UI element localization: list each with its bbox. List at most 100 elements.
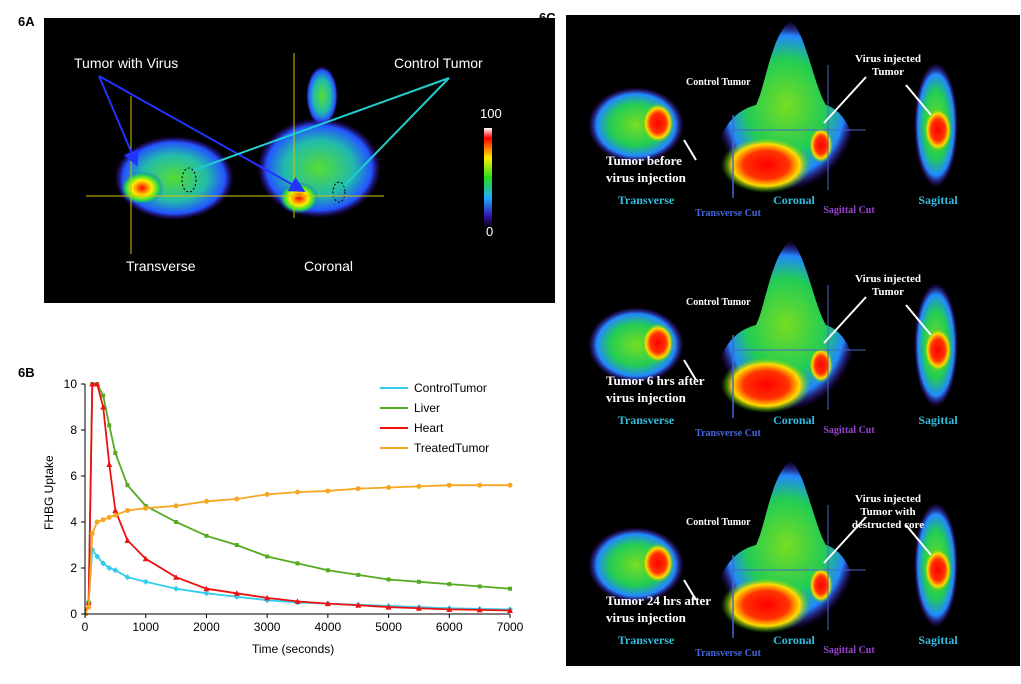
coronal-virus-tumor: [809, 127, 833, 163]
point-Heart: [112, 507, 119, 513]
x-tick-label: 7000: [497, 620, 524, 634]
panel-label-6b: 6B: [18, 365, 35, 380]
x-tick-label: 1000: [132, 620, 159, 634]
label-coronal: Coronal: [304, 258, 354, 274]
virus-label-line3: destructed core: [851, 519, 925, 531]
point-TreatedTumor: [355, 486, 361, 492]
point-Heart: [173, 574, 180, 580]
sagittal-label: Sagittal: [918, 193, 958, 207]
point-Liver: [416, 579, 421, 584]
point-Heart: [142, 555, 149, 562]
point-Heart: [415, 605, 422, 611]
treated-tumor-hotspot: [120, 171, 164, 205]
point-TreatedTumor: [416, 483, 422, 489]
legend-swatch: [380, 447, 408, 449]
y-tick-label: 8: [70, 423, 77, 437]
point-TreatedTumor: [203, 498, 209, 504]
control-tumor-label: Control Tumor: [686, 297, 751, 308]
point-Liver: [447, 582, 452, 587]
transverse-label: Transverse: [617, 633, 675, 647]
point-Liver: [234, 543, 239, 547]
point-Heart: [124, 537, 131, 543]
point-Liver: [125, 483, 130, 488]
x-tick-label: 0: [82, 620, 89, 634]
point-TreatedTumor: [264, 491, 270, 497]
point-TreatedTumor: [507, 482, 513, 488]
chart-6b: 0 2 4 6 8 10 0 1000 2000 3000 4000 5000 6000 7000 FHB…: [40, 370, 530, 670]
pointer-tumor: [683, 359, 697, 381]
y-tick-label: 4: [70, 515, 77, 529]
pointer-virus-sagittal: [905, 84, 932, 116]
pointer-virus-sagittal: [905, 524, 932, 556]
virus-label-line2: Tumor: [872, 286, 904, 298]
point-TreatedTumor: [112, 512, 118, 518]
panel-6a-pet-images: Tumor with Virus Control Tumor Transvers…: [44, 18, 555, 303]
point-Liver: [295, 561, 300, 566]
legend-item-Heart: Heart: [380, 418, 489, 438]
control-tumor-outline: [181, 167, 197, 193]
y-axis-label: FHBG Uptake: [42, 455, 56, 530]
virus-label-line1: Virus injected: [855, 273, 921, 285]
point-TreatedTumor: [86, 604, 92, 610]
point-ControlTumor: [112, 567, 119, 574]
point-TreatedTumor: [106, 514, 112, 520]
pointer-virus-coronal: [823, 296, 867, 344]
point-ControlTumor: [124, 574, 131, 581]
point-Heart: [203, 585, 210, 592]
legend-label: Liver: [414, 401, 441, 415]
legend-swatch: [380, 387, 408, 389]
pointer-tumor: [683, 579, 697, 601]
point-Heart: [355, 602, 362, 608]
point-Liver: [477, 584, 482, 589]
point-Heart: [446, 606, 453, 612]
pet-scan-6c: [588, 20, 958, 638]
point-ControlTumor: [100, 560, 107, 567]
y-tick-label: 10: [64, 377, 78, 391]
virus-label-line2: Tumor with: [860, 506, 916, 518]
color-scale-bar: [484, 128, 492, 228]
x-tick-label: 6000: [436, 620, 463, 634]
x-tick-label: 3000: [254, 620, 281, 634]
point-Liver: [174, 520, 179, 524]
point-Liver: [101, 393, 106, 398]
scale-min-label: 0: [486, 224, 494, 239]
point-TreatedTumor: [477, 482, 483, 488]
y-tick-label: 2: [70, 561, 77, 575]
coronal-hotspot: [721, 357, 811, 413]
transverse-label: Transverse: [617, 193, 675, 207]
treated-tumor-hotspot: [642, 323, 674, 363]
point-Heart: [476, 606, 483, 613]
point-Heart: [324, 600, 331, 607]
point-Heart: [100, 404, 107, 410]
point-TreatedTumor: [125, 508, 130, 513]
point-Heart: [294, 598, 301, 604]
virus-label-line1: Virus injected: [855, 53, 921, 65]
sagittal-label: Sagittal: [918, 413, 958, 427]
coronal-hotspot: [721, 137, 811, 193]
label-transverse: Transverse: [126, 258, 196, 274]
point-Liver: [107, 423, 112, 428]
legend-item-TreatedTumor: TreatedTumor: [380, 438, 489, 458]
virus-label-line1: Virus injected: [855, 493, 921, 505]
point-TreatedTumor: [94, 519, 100, 525]
x-tick-label: 5000: [375, 620, 402, 634]
line-control-coronal: [343, 77, 450, 187]
tumor-caption-line1: Tumor before: [606, 153, 682, 168]
point-ControlTumor: [106, 565, 113, 571]
point-TreatedTumor: [234, 496, 240, 502]
point-Heart: [94, 382, 101, 387]
point-TreatedTumor: [295, 489, 300, 495]
sagittal-hotspot: [924, 108, 952, 152]
tumor-caption-line2: virus injection: [606, 390, 686, 405]
tumor-caption-line1: Tumor 6 hrs after: [606, 373, 705, 388]
point-TreatedTumor: [143, 505, 149, 511]
series-line-TreatedTumor: [85, 484, 510, 615]
legend-swatch: [380, 407, 408, 409]
pointer-virus-sagittal: [905, 304, 932, 336]
legend-item-ControlTumor: ControlTumor: [380, 378, 489, 398]
point-Heart: [507, 607, 513, 614]
legend-swatch: [380, 427, 408, 429]
coronal-label: Coronal: [773, 413, 815, 427]
point-Heart: [264, 594, 271, 601]
arrow-virus-transverse: [98, 75, 139, 167]
